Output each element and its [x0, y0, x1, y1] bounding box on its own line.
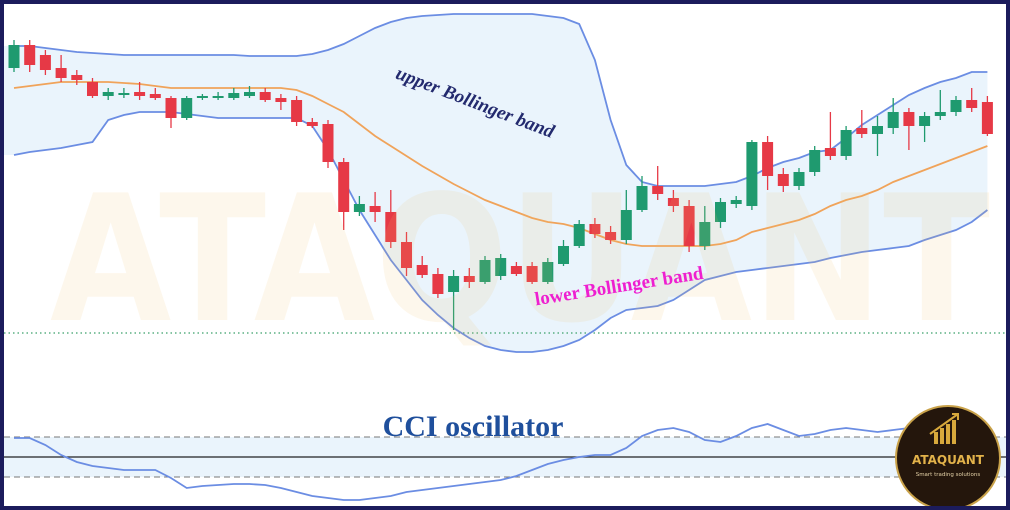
logo-tagline: Smart trading solutions [916, 472, 981, 478]
candle-body [558, 246, 569, 264]
candle-body [432, 274, 444, 294]
band-fill [4, 14, 988, 352]
candle-body [259, 92, 271, 100]
candle-body [479, 260, 491, 282]
candle-body [793, 172, 805, 186]
candle-body [495, 258, 507, 276]
logo-icon [952, 420, 956, 444]
candle-body [605, 232, 617, 240]
candle-body [228, 93, 240, 98]
candle-body [275, 98, 287, 102]
logo-circle [895, 405, 1001, 510]
logo-name: ATAQUANT [912, 453, 985, 467]
candle-body [573, 224, 585, 246]
logo-icon [934, 432, 938, 444]
logo: ATAQUANT Smart trading solutions [895, 405, 1001, 510]
candle-body [39, 55, 51, 70]
cci-line [14, 423, 988, 501]
candle-body [165, 98, 177, 118]
candle-body [919, 116, 931, 126]
candle-body [149, 94, 161, 98]
candle-body [683, 206, 695, 246]
candle-body [306, 122, 318, 126]
candle-body [87, 82, 98, 96]
candle-body [134, 92, 146, 96]
candle-body [369, 206, 381, 212]
candle-body [777, 174, 789, 186]
candle-body [71, 75, 83, 80]
candle-body [448, 276, 460, 292]
candle-body [667, 198, 679, 206]
candle-body [715, 202, 726, 222]
candle-body [24, 45, 36, 65]
candle-body [212, 96, 224, 98]
candle-body [542, 262, 554, 282]
candle-body [746, 142, 758, 206]
candle-body [385, 212, 397, 242]
candle-body [887, 112, 899, 128]
candle-body [244, 92, 255, 96]
candle-body [950, 100, 962, 112]
candle-body [699, 222, 711, 246]
candle-body [291, 100, 303, 122]
candle-body [856, 128, 868, 134]
candle-body [903, 112, 915, 126]
candle-body [652, 186, 664, 194]
logo-icon [929, 413, 959, 435]
candle-body [118, 93, 130, 95]
candle-body [102, 92, 114, 96]
band-line [13, 81, 988, 247]
candle-body [809, 150, 821, 172]
candle-body [589, 224, 601, 234]
candle-body [934, 112, 946, 116]
price-panel [4, 13, 1006, 353]
candle-body [510, 266, 522, 274]
candle-body [872, 126, 883, 134]
logo-icon [940, 428, 944, 444]
candle-body [620, 210, 632, 240]
candle-body [636, 186, 648, 210]
candle-body [463, 276, 475, 282]
candle-body [8, 45, 20, 68]
candle-body [55, 68, 67, 78]
candle-body [322, 124, 334, 162]
candle-body [526, 266, 538, 282]
candle-body [338, 162, 350, 212]
candle-body [966, 100, 978, 108]
cci-panel [4, 423, 1006, 501]
candle-body [401, 242, 412, 268]
candle-body [730, 200, 742, 204]
candle-body [824, 148, 836, 156]
candle-body [416, 265, 428, 275]
candle-body [762, 142, 774, 176]
candle-body [981, 102, 993, 134]
logo-icon [946, 424, 950, 444]
candle-body [196, 96, 208, 98]
candle-body [353, 204, 365, 212]
cci-title: CCI oscillator [383, 410, 564, 443]
candle-body [181, 98, 193, 118]
watermark: ATAQUANT [50, 159, 990, 362]
candle-body [840, 130, 852, 156]
